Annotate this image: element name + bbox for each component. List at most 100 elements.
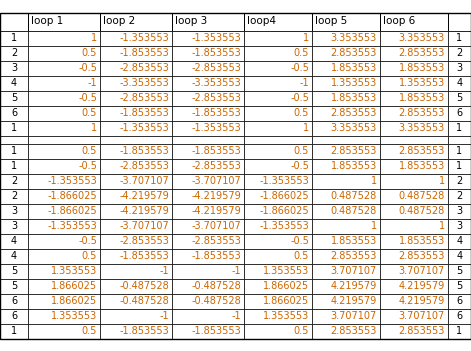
Text: 4: 4: [456, 251, 463, 261]
Text: -1.353553: -1.353553: [47, 221, 97, 231]
Bar: [28, 120, 100, 135]
Text: 0.5: 0.5: [81, 326, 97, 336]
Text: 3.353553: 3.353553: [331, 33, 377, 43]
Bar: [0, 106, 28, 120]
Text: loop4: loop4: [247, 16, 276, 26]
Text: -2.853553: -2.853553: [119, 63, 169, 73]
Bar: [244, 188, 312, 204]
Text: 2: 2: [456, 48, 463, 58]
Bar: [100, 106, 172, 120]
Bar: [100, 278, 172, 293]
Text: 5: 5: [456, 266, 463, 276]
Bar: [244, 91, 312, 106]
Bar: [244, 293, 312, 309]
Text: -1: -1: [159, 311, 169, 321]
Text: -1.853553: -1.853553: [191, 108, 241, 118]
Text: -1.866025: -1.866025: [48, 206, 97, 216]
Bar: [244, 144, 312, 159]
Bar: [380, 159, 448, 173]
Bar: [172, 309, 244, 324]
Text: -2.853553: -2.853553: [119, 161, 169, 171]
Bar: [244, 324, 312, 338]
Bar: [172, 188, 244, 204]
Text: 1: 1: [439, 221, 445, 231]
Bar: [312, 75, 380, 91]
Bar: [380, 75, 448, 91]
Text: 6: 6: [456, 311, 463, 321]
Bar: [312, 309, 380, 324]
Bar: [312, 91, 380, 106]
Bar: [448, 135, 471, 144]
Text: 5: 5: [456, 93, 463, 103]
Bar: [100, 135, 172, 144]
Bar: [312, 233, 380, 249]
Bar: [448, 31, 471, 46]
Bar: [244, 233, 312, 249]
Text: 2.853553: 2.853553: [331, 108, 377, 118]
Bar: [312, 204, 380, 219]
Bar: [448, 264, 471, 278]
Bar: [244, 173, 312, 188]
Bar: [448, 46, 471, 60]
Bar: [172, 278, 244, 293]
Bar: [244, 159, 312, 173]
Bar: [380, 278, 448, 293]
Text: -1.353553: -1.353553: [119, 33, 169, 43]
Bar: [172, 324, 244, 338]
Text: 2.853553: 2.853553: [398, 108, 445, 118]
Bar: [312, 46, 380, 60]
Text: -4.219579: -4.219579: [191, 206, 241, 216]
Text: 1: 1: [456, 33, 463, 43]
Text: 2: 2: [456, 191, 463, 201]
Text: -1.353553: -1.353553: [47, 176, 97, 186]
Text: 1: 1: [11, 161, 17, 171]
Bar: [244, 264, 312, 278]
Text: 1.866025: 1.866025: [51, 281, 97, 291]
Text: -1.853553: -1.853553: [119, 108, 169, 118]
Bar: [100, 46, 172, 60]
Bar: [28, 144, 100, 159]
Bar: [0, 46, 28, 60]
Bar: [448, 278, 471, 293]
Bar: [0, 309, 28, 324]
Text: 4.219579: 4.219579: [331, 281, 377, 291]
Bar: [244, 204, 312, 219]
Text: 1.866025: 1.866025: [263, 296, 309, 306]
Text: -4.219579: -4.219579: [119, 206, 169, 216]
Text: -0.5: -0.5: [290, 161, 309, 171]
Text: 5: 5: [11, 266, 17, 276]
Text: 1: 1: [11, 326, 17, 336]
Text: -4.219579: -4.219579: [191, 191, 241, 201]
Text: 1: 1: [456, 326, 463, 336]
Bar: [380, 135, 448, 144]
Bar: [0, 264, 28, 278]
Bar: [312, 219, 380, 233]
Bar: [448, 60, 471, 75]
Bar: [244, 309, 312, 324]
Text: 4.219579: 4.219579: [399, 296, 445, 306]
Text: 1: 1: [456, 146, 463, 156]
Bar: [0, 60, 28, 75]
Text: -3.707107: -3.707107: [191, 221, 241, 231]
Text: 0.5: 0.5: [81, 48, 97, 58]
Bar: [448, 233, 471, 249]
Bar: [172, 293, 244, 309]
Text: 2: 2: [11, 191, 17, 201]
Text: 1: 1: [11, 33, 17, 43]
Text: -1: -1: [159, 266, 169, 276]
Bar: [312, 120, 380, 135]
Text: 1: 1: [303, 33, 309, 43]
Bar: [28, 293, 100, 309]
Text: -3.353553: -3.353553: [191, 78, 241, 88]
Bar: [172, 46, 244, 60]
Text: 5: 5: [11, 281, 17, 291]
Bar: [172, 159, 244, 173]
Bar: [448, 173, 471, 188]
Bar: [100, 188, 172, 204]
Text: -0.5: -0.5: [78, 93, 97, 103]
Text: -0.5: -0.5: [78, 236, 97, 246]
Text: 3: 3: [456, 221, 463, 231]
Bar: [380, 233, 448, 249]
Text: -1.353553: -1.353553: [191, 123, 241, 133]
Bar: [28, 324, 100, 338]
